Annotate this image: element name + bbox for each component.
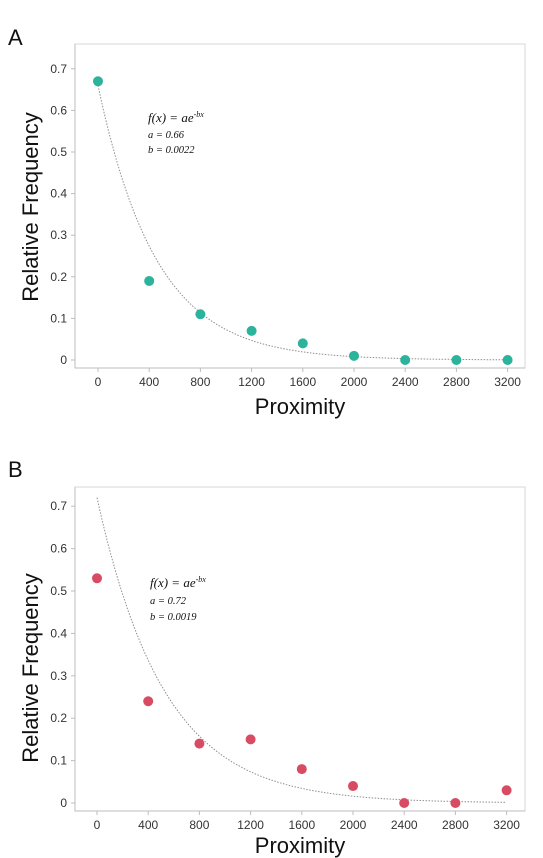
- x-tick-label: 0: [95, 375, 102, 389]
- data-point: [93, 76, 103, 87]
- equation-b: b = 0.0022: [148, 145, 195, 156]
- x-tick-label: 2800: [443, 375, 470, 389]
- data-point: [400, 355, 411, 365]
- panel-label: A: [8, 25, 23, 50]
- data-point: [246, 325, 257, 336]
- data-point: [245, 734, 256, 745]
- fit-equation: f(x) = ae-bx a = 0.72 b = 0.0019: [150, 575, 206, 623]
- x-tick-label: 400: [138, 818, 158, 832]
- x-tick-label: 400: [139, 375, 159, 389]
- equation-formula: f(x) = ae-bx: [150, 575, 206, 590]
- y-tick-label: 0.2: [50, 270, 67, 284]
- y-tick-label: 0.1: [50, 311, 67, 325]
- y-tick-label: 0.5: [50, 145, 67, 159]
- x-tick-label: 2400: [392, 375, 419, 389]
- x-tick-label: 2400: [391, 818, 418, 832]
- fit-equation: f(x) = ae-bx a = 0.66 b = 0.0022: [148, 110, 204, 156]
- data-point: [195, 309, 206, 320]
- equation-a: a = 0.72: [150, 596, 187, 607]
- x-tick-label: 1200: [238, 375, 265, 389]
- data-point: [349, 350, 359, 361]
- x-tick-label: 2800: [442, 818, 469, 832]
- y-ticks: 0 0.1 0.2 0.3 0.4 0.5 0.6 0.7: [50, 62, 75, 367]
- data-point: [450, 798, 461, 808]
- y-tick-label: 0.5: [50, 584, 67, 598]
- data-point: [501, 785, 512, 796]
- data-point: [296, 764, 307, 775]
- plot-area: [74, 43, 526, 369]
- equation-b: b = 0.0019: [150, 612, 197, 623]
- y-tick-label: 0.4: [50, 187, 67, 201]
- x-tick-label: 800: [189, 818, 209, 832]
- equation-exponent: -bx: [196, 575, 207, 584]
- equation-lhs: f(x) = ae: [148, 110, 194, 125]
- y-tick-label: 0.4: [50, 626, 67, 640]
- x-ticks: 0 400 800 1200 1600 2000 2400 2800 3200: [95, 368, 521, 389]
- data-point: [194, 738, 205, 749]
- equation-formula: f(x) = ae-bx: [148, 110, 204, 125]
- fit-curve: [97, 85, 508, 361]
- equation-exponent: -bx: [194, 110, 205, 119]
- panel-label: B: [8, 457, 23, 482]
- equation-a: a = 0.66: [148, 130, 185, 141]
- x-tick-label: 3200: [493, 818, 520, 832]
- data-point: [502, 355, 513, 365]
- equation-lhs: f(x) = ae: [150, 575, 196, 590]
- x-tick-label: 1200: [237, 818, 264, 832]
- panel-b: B 0 0.1 0.2 0.3 0.4 0.5 0.6 0.7 0 400 800 1200 1600…: [8, 457, 526, 858]
- data-point: [399, 798, 410, 808]
- x-tick-label: 2000: [341, 375, 368, 389]
- x-tick-label: 1600: [289, 375, 316, 389]
- y-tick-label: 0.3: [50, 669, 67, 683]
- x-axis-title: Proximity: [255, 833, 345, 858]
- y-axis-title: Relative Frequency: [18, 573, 43, 763]
- data-points: [93, 76, 513, 365]
- y-tick-label: 0.1: [50, 754, 67, 768]
- y-axis-title: Relative Frequency: [18, 112, 43, 302]
- y-tick-label: 0.7: [50, 62, 67, 76]
- y-tick-label: 0.6: [50, 103, 67, 117]
- data-point: [297, 338, 308, 349]
- data-point: [143, 696, 154, 707]
- x-tick-label: 3200: [494, 375, 521, 389]
- y-tick-label: 0.6: [50, 542, 67, 556]
- panel-a: A 0 0.1 0.2 0.3 0.4 0.5 0.6 0.7 0 400 800 1200 1600…: [8, 25, 526, 419]
- y-tick-label: 0.3: [50, 228, 67, 242]
- y-tick-label: 0.2: [50, 711, 67, 725]
- fit-curve: [96, 497, 507, 803]
- plot-area: [74, 486, 526, 812]
- data-point: [144, 275, 155, 286]
- x-tick-label: 800: [190, 375, 210, 389]
- x-tick-label: 2000: [340, 818, 367, 832]
- x-axis-title: Proximity: [255, 394, 345, 419]
- data-point: [348, 781, 358, 792]
- data-points: [92, 573, 512, 808]
- data-point: [92, 573, 102, 584]
- x-tick-label: 1600: [288, 818, 315, 832]
- y-tick-label: 0: [60, 353, 67, 367]
- x-ticks: 0 400 800 1200 1600 2000 2400 2800 3200: [94, 811, 520, 832]
- y-tick-label: 0.7: [50, 499, 67, 513]
- data-point: [451, 355, 462, 365]
- x-tick-label: 0: [94, 818, 101, 832]
- y-tick-label: 0: [60, 796, 67, 810]
- y-ticks: 0 0.1 0.2 0.3 0.4 0.5 0.6 0.7: [50, 499, 75, 810]
